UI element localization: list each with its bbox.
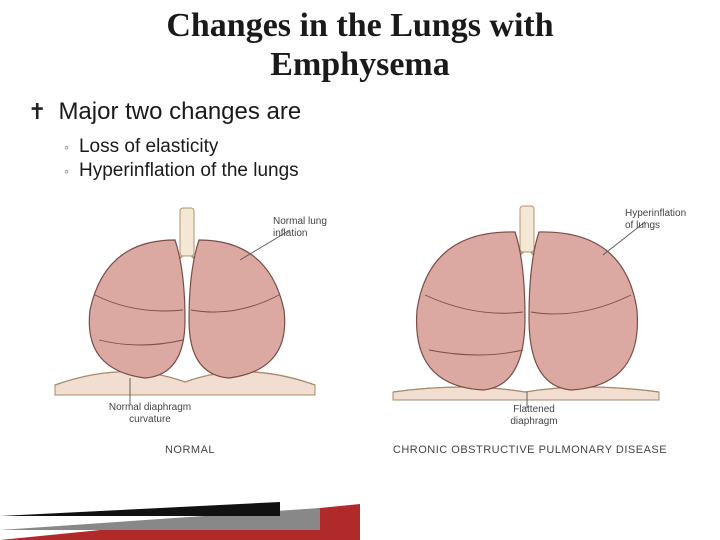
- copd-lung-svg: [375, 200, 685, 420]
- annotation-normal-diaphragm: Normal diaphragmcurvature: [95, 402, 205, 425]
- main-bullet-row: ✝ Major two changes are: [0, 98, 720, 126]
- title-line-2: Emphysema: [270, 46, 449, 83]
- annotation-normal-inflation: Normal lunginflation: [273, 216, 353, 239]
- dagger-icon: ✝: [28, 101, 46, 123]
- sub-bullet-item: ◦ Loss of elasticity: [64, 136, 720, 158]
- title-line-1: Changes in the Lungs with: [166, 7, 553, 44]
- copd-caption: CHRONIC OBSTRUCTIVE PULMONARY DISEASE: [375, 444, 685, 456]
- annotation-hyperinflation: Hyperinflationof lungs: [625, 208, 705, 231]
- sub-bullet-text: Loss of elasticity: [79, 136, 218, 158]
- ring-bullet-icon: ◦: [64, 139, 69, 155]
- slide-title: Changes in the Lungs with Emphysema: [0, 0, 720, 84]
- annotation-flattened-diaphragm: Flatteneddiaphragm: [499, 404, 569, 427]
- main-bullet-text: Major two changes are: [58, 98, 301, 126]
- accent-wedge-black: [0, 502, 280, 516]
- sub-bullet-text: Hyperinflation of the lungs: [79, 160, 299, 182]
- copd-lung-panel: Hyperinflationof lungs Flatteneddiaphrag…: [375, 200, 685, 456]
- lungs-figure: Normal lunginflation Normal diaphragmcur…: [0, 200, 720, 456]
- sub-bullet-item: ◦ Hyperinflation of the lungs: [64, 160, 720, 182]
- sub-bullet-list: ◦ Loss of elasticity ◦ Hyperinflation of…: [0, 136, 720, 182]
- normal-caption: NORMAL: [35, 444, 345, 456]
- normal-lung-panel: Normal lunginflation Normal diaphragmcur…: [35, 200, 345, 456]
- ring-bullet-icon: ◦: [64, 163, 69, 179]
